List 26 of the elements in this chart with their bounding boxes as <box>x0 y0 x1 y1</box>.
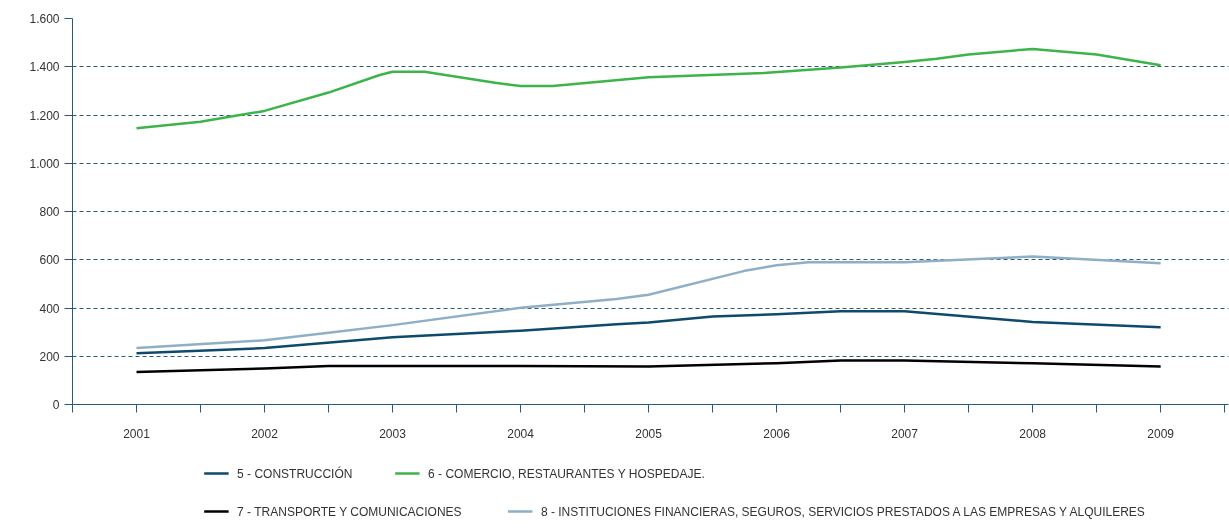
legend-label: 8 - INSTITUCIONES FINANCIERAS, SEGUROS, SERVICIOS PRESTADOS A LAS EMPRESAS Y ALQUILERES <box>540 504 1145 519</box>
y-tick-label: 1.000 <box>29 156 60 171</box>
y-tick-label: 600 <box>39 253 60 268</box>
y-tick-label: 200 <box>39 349 60 364</box>
line-series <box>135 255 1162 350</box>
x-tick-label: 2007 <box>891 426 919 441</box>
x-tick-label: 2004 <box>507 426 535 441</box>
y-tick-label: 800 <box>39 205 60 219</box>
legend-label: 6 - COMERCIO, RESTAURANTES Y HOSPEDAJE. <box>428 466 705 481</box>
legend-label: 5 - CONSTRUCCIÓN <box>237 465 353 481</box>
x-tick-label: 2001 <box>123 426 151 441</box>
y-tick-label: 1.200 <box>29 108 60 123</box>
y-tick-label: 1.400 <box>29 60 60 75</box>
line-series <box>135 359 1162 374</box>
x-tick-label: 2006 <box>763 426 791 441</box>
x-tick-label: 2008 <box>1019 426 1047 441</box>
x-tick-label: 2003 <box>379 426 407 441</box>
line-series <box>135 309 1162 355</box>
y-tick-label: 1.600 <box>29 12 60 26</box>
x-tick-label: 2002 <box>251 426 279 441</box>
y-tick-label: 0 <box>52 398 60 412</box>
x-tick-label: 2009 <box>1147 426 1175 441</box>
legend-label: 7 - TRANSPORTE Y COMUNICACIONES <box>237 504 462 519</box>
line-series <box>135 47 1162 130</box>
x-tick-label: 2005 <box>635 426 663 441</box>
y-tick-label: 400 <box>39 301 60 316</box>
